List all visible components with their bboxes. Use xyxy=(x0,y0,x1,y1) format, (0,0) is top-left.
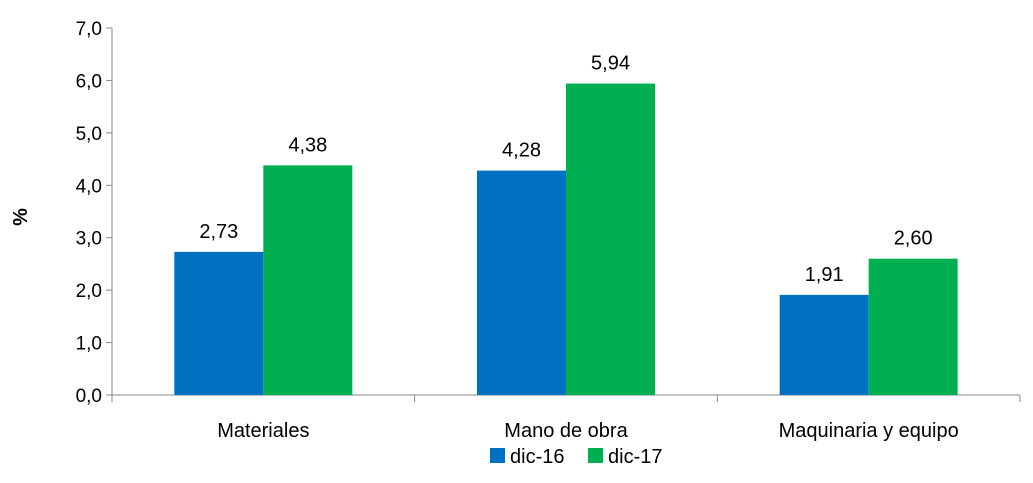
data-label: 4,28 xyxy=(502,140,541,162)
legend-label: dic-16 xyxy=(510,446,564,468)
data-label: 1,91 xyxy=(805,264,844,286)
data-label: 5,94 xyxy=(591,53,630,75)
y-tick-label: 2,0 xyxy=(76,281,102,302)
legend-swatch xyxy=(490,448,505,463)
y-axis-label: % xyxy=(10,208,32,226)
bar xyxy=(174,251,264,395)
data-labels: 2,73 4,38 4,28 5,94 1,91 2,60 xyxy=(199,53,932,286)
bar xyxy=(566,83,655,396)
legend-swatch xyxy=(588,448,603,463)
y-tick-label: 5,0 xyxy=(76,124,102,145)
bar xyxy=(868,258,958,395)
y-tick-label: 4,0 xyxy=(76,176,102,197)
data-label: 2,73 xyxy=(199,221,238,243)
x-category-label: Materiales xyxy=(217,420,309,442)
y-tick-label: 7,0 xyxy=(76,19,102,40)
bar xyxy=(263,165,353,395)
legend-label: dic-17 xyxy=(608,446,662,468)
y-tick-label: 1,0 xyxy=(76,334,102,355)
bar xyxy=(779,294,869,395)
bars xyxy=(174,83,958,396)
y-tick-label: 6,0 xyxy=(76,71,102,92)
x-category-label: Maquinaria y equipo xyxy=(779,420,959,442)
data-label: 2,60 xyxy=(894,228,933,250)
bar xyxy=(477,170,566,395)
y-tick-label: 0,0 xyxy=(76,386,102,407)
legend: dic-16 dic-17 xyxy=(490,446,662,468)
data-label: 4,38 xyxy=(288,134,327,156)
x-category-label: Mano de obra xyxy=(504,420,628,442)
y-tick-label: 3,0 xyxy=(76,229,102,250)
